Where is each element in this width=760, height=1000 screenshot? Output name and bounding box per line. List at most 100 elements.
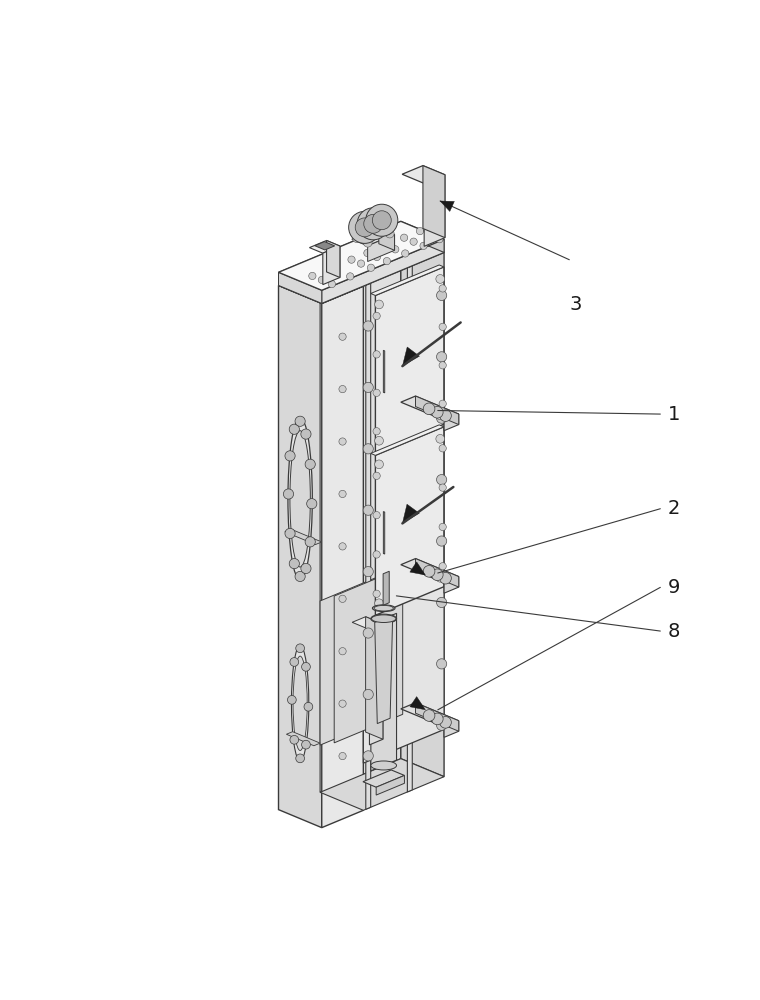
Polygon shape bbox=[278, 221, 444, 290]
Circle shape bbox=[339, 648, 347, 655]
Polygon shape bbox=[416, 559, 459, 587]
Circle shape bbox=[439, 323, 446, 330]
Polygon shape bbox=[278, 221, 401, 285]
Circle shape bbox=[363, 689, 373, 700]
Polygon shape bbox=[440, 201, 454, 211]
Polygon shape bbox=[444, 721, 459, 737]
Circle shape bbox=[436, 475, 447, 485]
Polygon shape bbox=[369, 624, 383, 745]
Circle shape bbox=[373, 428, 380, 435]
Circle shape bbox=[423, 710, 435, 721]
Circle shape bbox=[436, 536, 447, 546]
Polygon shape bbox=[320, 759, 444, 810]
Circle shape bbox=[435, 434, 445, 443]
Circle shape bbox=[357, 208, 389, 240]
Ellipse shape bbox=[290, 431, 310, 567]
Polygon shape bbox=[378, 228, 394, 250]
Circle shape bbox=[364, 214, 383, 233]
Circle shape bbox=[440, 410, 451, 421]
Circle shape bbox=[285, 528, 295, 539]
Circle shape bbox=[285, 451, 295, 461]
Text: 9: 9 bbox=[667, 578, 680, 597]
Circle shape bbox=[339, 385, 347, 393]
Circle shape bbox=[287, 695, 296, 704]
Polygon shape bbox=[278, 272, 321, 303]
Circle shape bbox=[339, 438, 347, 445]
Circle shape bbox=[339, 700, 347, 707]
Circle shape bbox=[439, 400, 446, 407]
Polygon shape bbox=[309, 240, 340, 253]
Circle shape bbox=[420, 242, 427, 249]
Circle shape bbox=[307, 499, 317, 509]
Circle shape bbox=[436, 352, 447, 362]
Circle shape bbox=[309, 272, 316, 280]
Circle shape bbox=[347, 273, 354, 280]
Circle shape bbox=[305, 459, 315, 469]
Circle shape bbox=[426, 231, 433, 239]
Circle shape bbox=[375, 300, 384, 309]
Circle shape bbox=[305, 537, 315, 547]
Circle shape bbox=[423, 566, 435, 577]
Polygon shape bbox=[366, 617, 383, 739]
Polygon shape bbox=[315, 242, 334, 250]
Circle shape bbox=[401, 234, 408, 241]
Polygon shape bbox=[320, 567, 401, 745]
Polygon shape bbox=[371, 265, 444, 295]
Circle shape bbox=[302, 662, 310, 671]
Polygon shape bbox=[320, 234, 401, 792]
Polygon shape bbox=[376, 775, 404, 795]
Ellipse shape bbox=[292, 646, 309, 761]
Ellipse shape bbox=[293, 656, 307, 750]
Polygon shape bbox=[410, 697, 426, 710]
Polygon shape bbox=[321, 286, 363, 828]
Ellipse shape bbox=[372, 605, 395, 612]
Circle shape bbox=[367, 264, 375, 271]
Polygon shape bbox=[401, 234, 444, 777]
Polygon shape bbox=[383, 571, 389, 605]
Polygon shape bbox=[416, 703, 459, 731]
Polygon shape bbox=[371, 425, 444, 455]
Circle shape bbox=[290, 559, 299, 569]
Circle shape bbox=[391, 246, 399, 253]
Polygon shape bbox=[407, 266, 412, 792]
Circle shape bbox=[301, 429, 311, 439]
Circle shape bbox=[373, 512, 380, 519]
Circle shape bbox=[439, 362, 446, 369]
Polygon shape bbox=[322, 265, 371, 285]
Circle shape bbox=[436, 290, 447, 301]
Circle shape bbox=[363, 505, 373, 515]
Polygon shape bbox=[402, 347, 420, 366]
Polygon shape bbox=[352, 228, 394, 246]
Circle shape bbox=[339, 333, 347, 340]
Circle shape bbox=[327, 265, 334, 272]
Circle shape bbox=[363, 321, 373, 331]
Circle shape bbox=[363, 628, 373, 638]
Circle shape bbox=[290, 658, 299, 666]
Circle shape bbox=[439, 484, 446, 491]
Polygon shape bbox=[363, 585, 444, 763]
Circle shape bbox=[363, 238, 372, 247]
Polygon shape bbox=[401, 559, 459, 583]
Polygon shape bbox=[444, 577, 459, 593]
Polygon shape bbox=[401, 703, 459, 727]
Circle shape bbox=[348, 256, 355, 263]
Text: 1: 1 bbox=[667, 405, 680, 424]
Circle shape bbox=[440, 572, 451, 584]
Circle shape bbox=[383, 257, 391, 265]
Polygon shape bbox=[383, 350, 385, 393]
Circle shape bbox=[296, 644, 305, 653]
Circle shape bbox=[385, 229, 394, 238]
Circle shape bbox=[375, 225, 383, 233]
Circle shape bbox=[339, 543, 347, 550]
Circle shape bbox=[439, 523, 446, 531]
Ellipse shape bbox=[372, 615, 396, 623]
Circle shape bbox=[439, 563, 446, 570]
Circle shape bbox=[423, 403, 435, 415]
Polygon shape bbox=[401, 221, 444, 252]
Circle shape bbox=[432, 406, 443, 418]
Circle shape bbox=[382, 242, 389, 249]
Polygon shape bbox=[352, 617, 383, 630]
Circle shape bbox=[339, 490, 347, 498]
Circle shape bbox=[375, 436, 384, 445]
Circle shape bbox=[366, 204, 397, 236]
